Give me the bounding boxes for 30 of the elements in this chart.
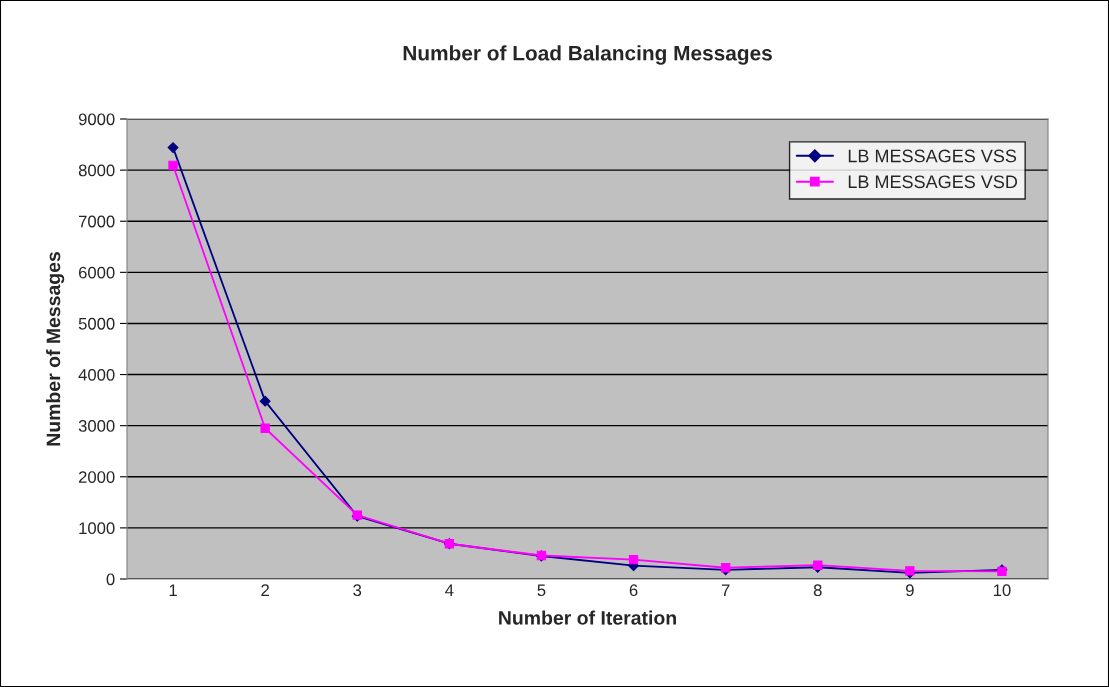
x-tick-label: 5 [537,584,546,597]
legend-label: LB MESSAGES VSD [848,175,1018,189]
x-tick-label: 2 [261,584,269,596]
y-axis-title: Number of Messages [46,252,65,446]
point [628,554,639,565]
x-tick-label: 1 [169,584,177,596]
y-tick-label: 9000 [78,113,115,126]
x-tick-label: 9 [906,584,914,597]
y-tick-label: 0 [106,573,115,586]
x-tick-label: 7 [721,584,730,596]
x-tick-label: 10 [993,584,1011,597]
y-tick-label: 6000 [78,266,115,279]
x-tick-label: 6 [629,584,638,597]
y-tick-label: 3000 [78,420,115,432]
legend-label: LB MESSAGES VSS [848,149,1017,163]
point [168,160,178,171]
y-tick-label: 7000 [78,215,115,228]
point [259,395,271,407]
x-tick-label: 3 [353,584,362,597]
y-tick-label: 5000 [78,317,115,330]
point [167,142,179,154]
point [260,423,270,433]
x-tick-label: 4 [445,584,454,596]
x-axis-title: Number of Iteration [499,610,676,625]
x-tick-label: 8 [813,584,822,597]
y-tick-label: 1000 [79,522,115,535]
y-tick-label: 2000 [78,471,115,483]
y-tick-label: 4000 [78,368,115,381]
chart-title: Number of Load Balancing Messages [403,45,772,65]
y-tick-label: 8000 [78,164,115,177]
